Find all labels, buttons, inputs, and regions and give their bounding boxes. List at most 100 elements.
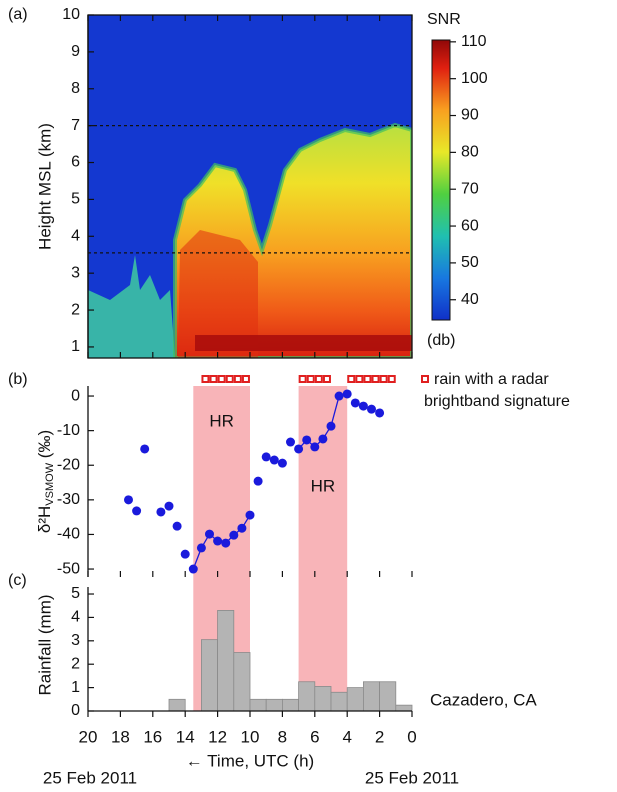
point [310,442,320,452]
point [132,506,142,516]
brightband-marker [217,375,226,383]
bar [168,698,186,712]
x-tick-label: 18 [111,727,130,746]
y-tick-label: 1 [71,679,80,696]
legend-marker [421,375,429,383]
y-tick-label: -30 [57,491,80,508]
point [375,408,385,418]
colorbar-tick-label: 110 [461,33,487,50]
legend-text: brightband signature [424,393,570,410]
bar [330,691,348,712]
x-tick-label: 20 [79,727,98,746]
y-tick-label: 2 [71,301,80,318]
bar [346,687,364,712]
y-axis-label-unit: (‰) [35,430,54,463]
date-label: 25 Feb 2011 [365,768,459,787]
brightband-marker [241,375,250,383]
colorbar-tick-label: 50 [461,254,479,271]
point [156,507,166,517]
panel-label: (b) [8,371,28,388]
y-tick-label: 0 [71,702,80,719]
colorbar-tick-label: 100 [461,70,488,87]
colorbar [431,39,451,321]
x-tick-label: 8 [278,727,287,746]
y-tick-label: 5 [71,191,80,208]
point [237,523,247,533]
y-tick-label: -10 [57,422,80,439]
point [302,435,312,445]
y-tick-label: 6 [71,154,80,171]
y-tick-label: -20 [57,456,80,473]
station-label: Cazadero, CA [430,690,537,709]
y-tick-label: 3 [71,264,80,281]
colorbar-label: SNR [427,11,461,28]
point [269,455,279,465]
point [261,452,271,462]
y-axis-label: Height MSL (km) [35,123,54,250]
brightband-marker [387,375,396,383]
point [358,401,368,411]
bar [200,639,218,712]
point [172,521,182,531]
brightband-marker [371,375,380,383]
y-tick-label: 4 [71,228,80,245]
y-tick-label: 0 [71,387,80,404]
y-tick-label: 9 [71,43,80,60]
point [124,495,133,505]
brightband-marker [379,375,388,383]
colorbar-tick-label: 60 [461,217,479,234]
x-tick-label: 2 [375,727,384,746]
point [334,391,344,401]
colorbar-tick-label: 80 [461,144,479,161]
point [245,510,255,520]
colorbar-tick-label: 70 [461,180,479,197]
region-label: HR [209,411,234,430]
bar [217,609,235,712]
point [205,529,214,539]
x-tick-label: 10 [241,727,260,746]
y-axis-label-main: δ²H [35,506,54,533]
brightband-marker [363,375,372,383]
x-tick-label: 12 [208,727,227,746]
point [213,536,223,546]
colorbar-tick-label: 40 [461,291,479,308]
brightband-marker [225,375,234,383]
brightband-marker [306,375,315,383]
bar [249,698,267,712]
point [350,398,360,408]
brightband-marker [201,375,210,383]
bar [233,652,251,712]
date-label: 25 Feb 2011 [43,768,137,787]
x-tick-label: 6 [310,727,319,746]
y-tick-label: -50 [57,560,80,577]
colorbar-unit: (db) [427,332,455,349]
point [294,444,304,454]
brightband-marker [209,375,218,383]
point [164,501,174,511]
brightband-marker [314,375,323,383]
region-label: HR [311,476,336,495]
brightband-marker [347,375,356,383]
point [286,437,295,447]
y-axis-label-sub: VSMOW [44,462,56,505]
y-tick-label: 8 [71,80,80,97]
point [140,444,150,454]
bar [265,698,283,712]
brightband-marker [298,375,307,383]
y-axis-label: Rainfall (mm) [35,594,54,695]
x-axis-label: ← Time, UTC (h) [186,751,314,770]
point [367,404,376,414]
point [277,458,287,468]
bar [281,698,299,712]
legend-text: rain with a radar [434,371,549,388]
x-tick-label: 16 [143,727,162,746]
colorbar-tick-label: 90 [461,107,479,124]
panel-label: (a) [8,6,28,23]
brightband-marker [355,375,364,383]
x-tick-label: 14 [176,727,195,746]
x-tick-label: 4 [342,727,351,746]
point [229,530,239,540]
y-tick-label: 1 [71,338,80,355]
